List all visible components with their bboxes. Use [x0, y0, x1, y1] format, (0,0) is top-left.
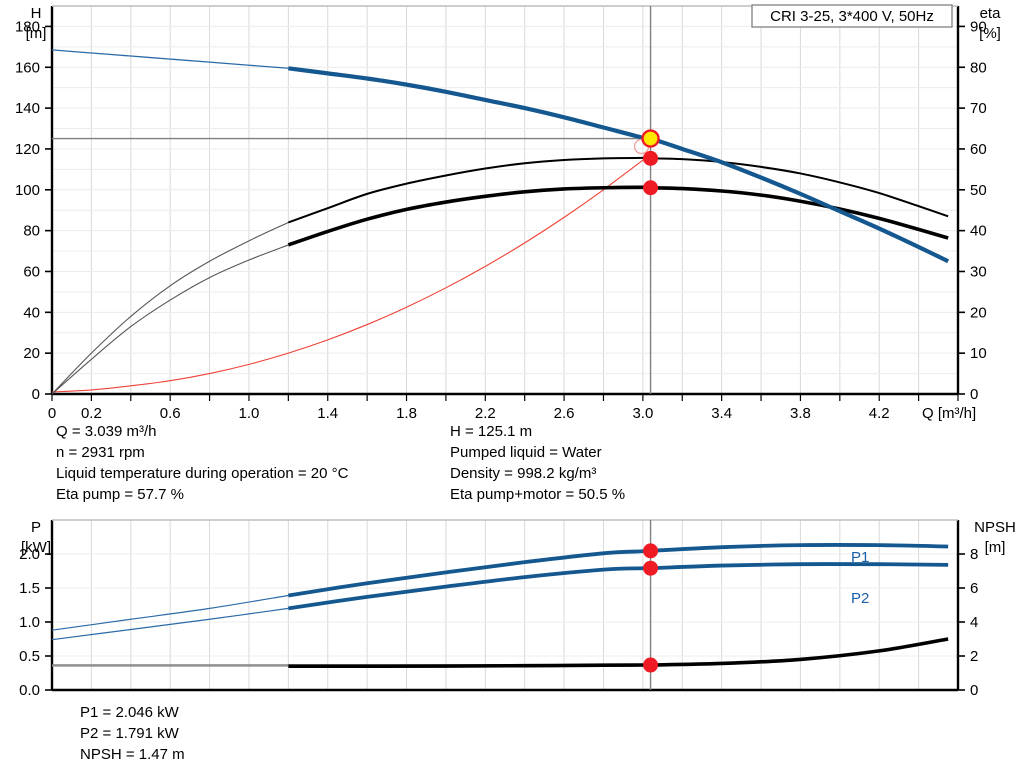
y-left-tick-label: 0 [32, 386, 40, 403]
bottom-y-left-tick-label: 0.0 [19, 682, 40, 699]
x-tick-label: 3.8 [790, 405, 811, 422]
y-right-tick-label: 40 [970, 223, 987, 240]
bottom-y-right-tick-label: 0 [970, 682, 978, 699]
bottom-y-right-tick-label: 8 [970, 546, 978, 563]
info-right-line: H = 125.1 m [450, 423, 532, 440]
x-tick-label: 3.0 [632, 405, 653, 422]
bottom-y-left-title-1: P [31, 519, 41, 536]
info-bottom-line: P1 = 2.046 kW [80, 704, 180, 721]
y-left-tick-label: 180 [15, 18, 40, 35]
y-right-tick-label: 60 [970, 141, 987, 158]
x-tick-label: 1.8 [396, 405, 417, 422]
info-bottom-line: NPSH = 1.47 m [80, 746, 185, 763]
p1-curve [288, 543, 949, 598]
bottom-y-right-title-2: [m] [985, 539, 1006, 556]
top-y-left-title-1: H [31, 5, 42, 22]
y-right-tick-label: 30 [970, 263, 987, 280]
p2-curve-label: P2 [851, 590, 869, 607]
head-curve-thin [51, 49, 289, 69]
x-tick-label: 1.4 [317, 405, 338, 422]
npsh-duty-marker [643, 657, 659, 673]
y-right-tick-label: 20 [970, 304, 987, 321]
info-left-line: Eta pump = 57.7 % [56, 486, 184, 503]
y-right-tick-label: 70 [970, 100, 987, 117]
x-tick-label: 2.6 [554, 405, 575, 422]
info-right-line: Eta pump+motor = 50.5 % [450, 486, 625, 503]
bottom-y-left-tick-label: 1.5 [19, 580, 40, 597]
head-duty-marker [641, 129, 660, 148]
info-block-bottom: P1 = 2.046 kW P2 = 1.791 kW NPSH = 1.47 m [80, 704, 185, 763]
model-title-box [751, 4, 953, 28]
bottom-y-right-tick-label: 2 [970, 648, 978, 665]
info-left-line: Q = 3.039 m³/h [56, 423, 156, 440]
y-left-tick-label: 160 [15, 59, 40, 76]
info-block-top: Q = 3.039 m³/h n = 2931 rpm Liquid tempera… [56, 423, 625, 503]
y-right-tick-label: 0 [970, 386, 978, 403]
x-tick-label: 0 [48, 405, 56, 422]
bottom-y-left-tick-label: 0.5 [19, 648, 40, 665]
bottom-chart-group: 0.0 0.5 1.0 1.5 2.0 0 2 4 6 8 P [kW] NPSH [m] P1 P2 [19, 519, 1016, 699]
p1-duty-marker [643, 543, 659, 559]
top-y-left-title-2: [m] [26, 25, 47, 42]
bottom-y-right-tick-label: 6 [970, 580, 978, 597]
eta-pump-motor-duty-marker [643, 180, 659, 196]
y-left-tick-label: 140 [15, 100, 40, 117]
info-left-line: Liquid temperature during operation = 20… [56, 465, 349, 482]
p2-curve [288, 562, 949, 611]
top-y-right-title-2: [%] [979, 25, 1001, 42]
p2-curve-thin [51, 607, 289, 641]
bottom-y-right-title-1: NPSH [974, 519, 1016, 536]
p1-curve-label: P1 [851, 549, 869, 566]
model-title-label: CRI 3-25, 3*400 V, 50Hz [770, 8, 934, 25]
info-bottom-line: P2 = 1.791 kW [80, 725, 180, 742]
y-left-tick-label: 20 [23, 345, 40, 362]
p2-duty-marker [643, 560, 659, 576]
bottom-y-left-title-2: [kW] [21, 539, 51, 556]
y-left-tick-label: 80 [23, 223, 40, 240]
bottom-y-left-tick-label: 1.0 [19, 614, 40, 631]
info-right-line: Pumped liquid = Water [450, 444, 602, 461]
x-tick-label: 0.2 [81, 405, 102, 422]
y-left-tick-label: 100 [15, 182, 40, 199]
p1-curve-thin [51, 594, 289, 631]
y-left-tick-label: 60 [23, 263, 40, 280]
eta-pump-curve [288, 156, 949, 224]
bottom-y-right-tick-label: 4 [970, 614, 978, 631]
x-tick-label: 0.6 [160, 405, 181, 422]
y-right-tick-label: 90 [970, 18, 987, 35]
x-tick-label: 3.4 [711, 405, 732, 422]
eta-pump-motor-curve-thin [51, 244, 289, 395]
x-tick-label: 2.2 [475, 405, 496, 422]
y-right-tick-label: 10 [970, 345, 987, 362]
y-left-tick-label: 120 [15, 141, 40, 158]
npsh-curve [288, 637, 949, 669]
eta-pump-duty-marker [643, 150, 659, 166]
power-curve-red [51, 154, 651, 393]
top-y-right-title-1: eta [980, 5, 1002, 22]
head-curve [288, 66, 950, 264]
top-x-title: Q [m³/h] [922, 405, 976, 422]
eta-pump-curve-thin [51, 221, 289, 395]
info-left-line: n = 2931 rpm [56, 444, 145, 461]
bottom-y-left-tick-label: 2.0 [19, 546, 40, 563]
info-right-line: Density = 998.2 kg/m³ [450, 465, 596, 482]
y-left-tick-label: 40 [23, 304, 40, 321]
top-chart-group: 0 20 40 60 80 100 120 140 160 180 0 10 20 30 40 50 60 70 8… [15, 4, 1002, 422]
y-right-tick-label: 80 [970, 59, 987, 76]
x-tick-label: 4.2 [869, 405, 890, 422]
x-tick-label: 1.0 [239, 405, 260, 422]
y-right-tick-label: 50 [970, 182, 987, 199]
